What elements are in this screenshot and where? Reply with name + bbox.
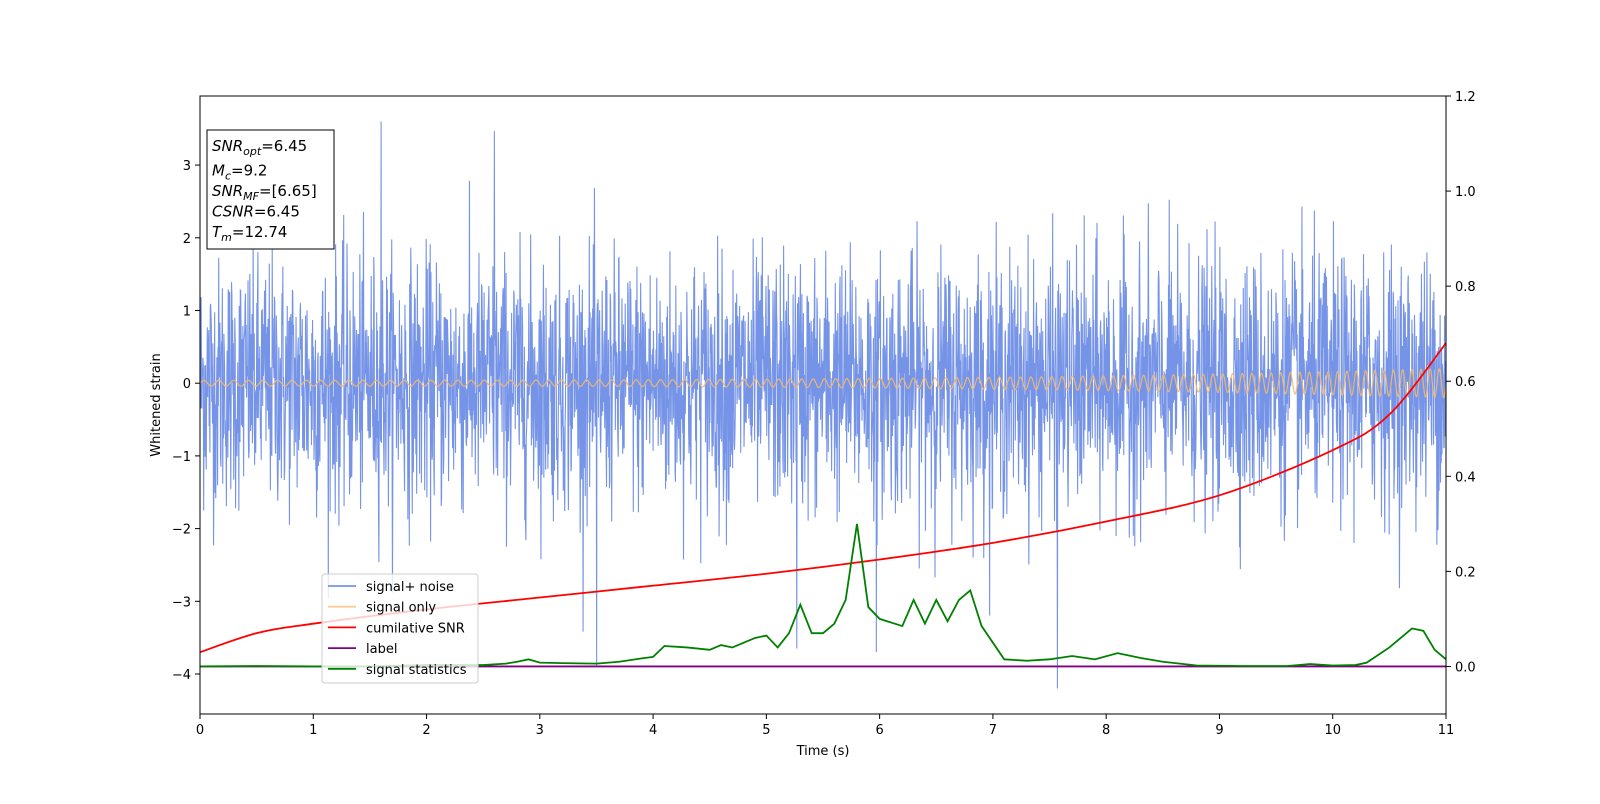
y-tick-label: 0: [183, 377, 191, 392]
x-tick-label: 7: [989, 723, 997, 738]
annotation-line: Mc=9.2: [212, 162, 267, 183]
y2-tick-label: 0.4: [1455, 470, 1476, 485]
y-tick-label: −4: [172, 668, 191, 683]
x-tick-label: 0: [196, 723, 204, 738]
x-tick-label: 1: [309, 723, 317, 738]
y-tick-label: −3: [172, 595, 191, 610]
annotation-line: Tm=12.74: [212, 223, 287, 244]
axes-layer: 0 1 2 3 4 5 6 7 8 9 10 11 −4 −3 −2 −1 0 1 2 3 0.0 0.2 0.4 0.6 0.…: [172, 90, 1476, 738]
x-tick-label: 2: [422, 723, 430, 738]
series-signal-only-line: [200, 368, 1446, 399]
series-signal-statistics-line: [200, 523, 1446, 668]
x-tick-label: 9: [1215, 723, 1223, 738]
series-signal-noise-line: [200, 121, 1446, 689]
legend-frame: [321, 573, 479, 684]
legend-label: cumilative SNR: [366, 621, 465, 636]
annotation-line: SNRMF=[6.65]: [212, 182, 317, 203]
y-tick-label: 1: [183, 304, 191, 319]
y2-tick-label: 1.2: [1455, 90, 1476, 105]
x-tick-label: 6: [875, 723, 883, 738]
legend-label: signal+ noise: [366, 580, 454, 595]
plot-frame: [199, 95, 1447, 715]
annotation-line: SNRopt=6.45: [212, 137, 307, 158]
x-tick-label: 3: [536, 723, 544, 738]
legend: signal+ noise signal only cumilative SNR la…: [321, 573, 479, 684]
y2-tick-label: 1.0: [1455, 185, 1476, 200]
annotation-box-frame: [206, 129, 335, 250]
y-tick-label: −1: [172, 450, 191, 465]
y2-tick-label: 0.0: [1455, 660, 1476, 675]
legend-label: signal statistics: [366, 663, 467, 678]
y-tick-label: 3: [183, 159, 191, 174]
x-tick-label: 10: [1324, 723, 1341, 738]
legend-label: signal only: [366, 601, 436, 616]
x-tick-label: 11: [1438, 723, 1455, 738]
x-axis-title: Time (s): [796, 744, 850, 759]
x-tick-label: 8: [1102, 723, 1110, 738]
legend-label: label: [366, 642, 397, 657]
y-tick-label: 2: [183, 232, 191, 247]
x-tick-label: 4: [649, 723, 657, 738]
y2-tick-label: 0.2: [1455, 565, 1476, 580]
x-tick-label: 5: [762, 723, 770, 738]
y-axis-title: Whitened strain: [149, 353, 164, 456]
y2-tick-label: 0.8: [1455, 280, 1476, 295]
y2-tick-label: 0.6: [1455, 375, 1476, 390]
y-tick-label: −2: [172, 523, 191, 538]
annotation-line: CSNR=6.45: [212, 203, 300, 221]
